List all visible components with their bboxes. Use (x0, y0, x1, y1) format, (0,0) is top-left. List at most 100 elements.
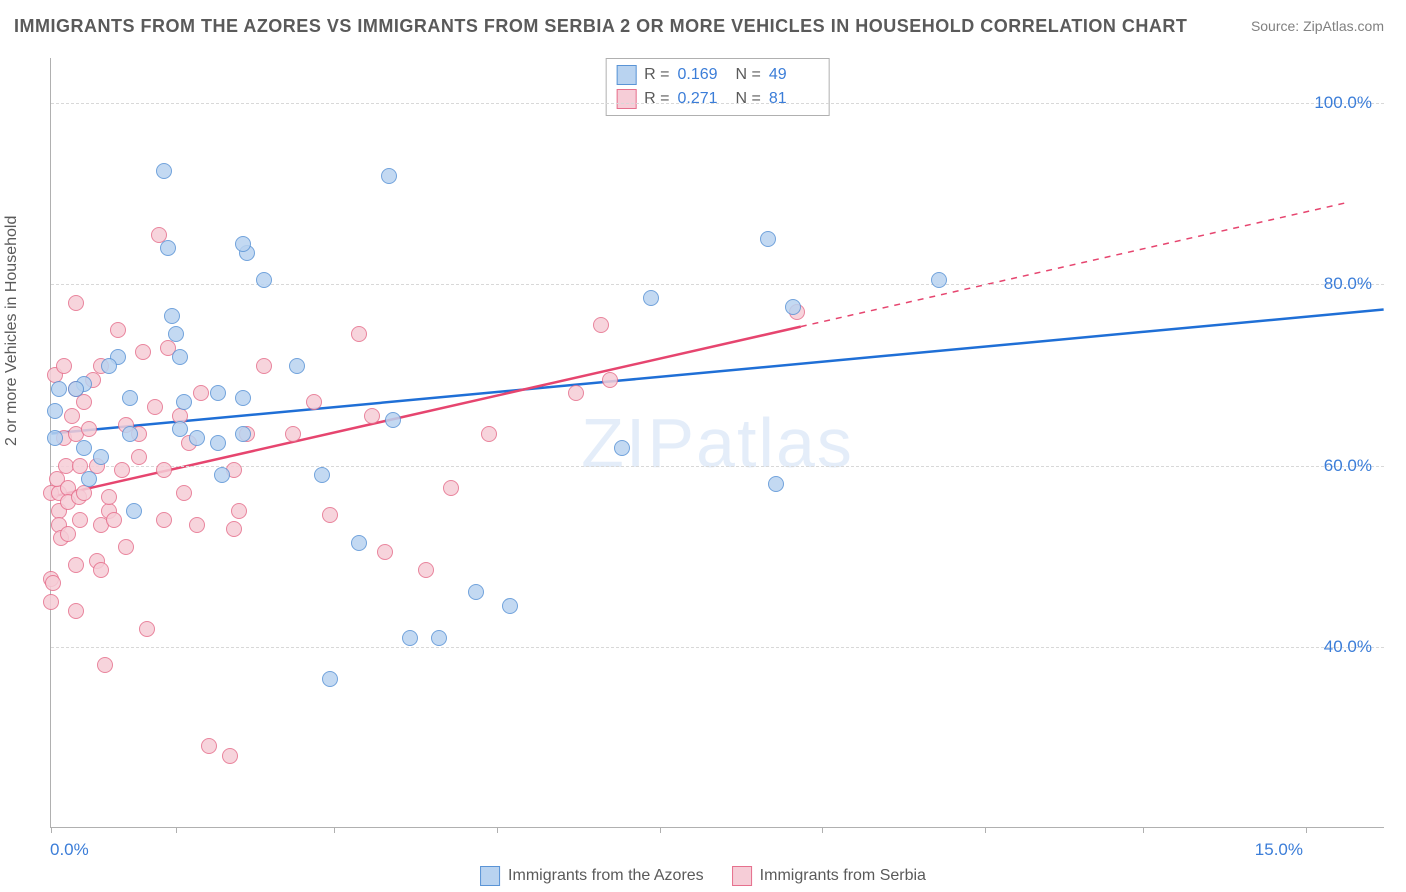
x-tick (497, 827, 498, 833)
trend-line-dashed (801, 203, 1346, 327)
scatter-point (93, 562, 109, 578)
legend-N-label: N = (736, 87, 761, 111)
scatter-point (502, 598, 518, 614)
scatter-point (285, 426, 301, 442)
scatter-point (60, 526, 76, 542)
scatter-point (64, 408, 80, 424)
gridline (51, 647, 1384, 648)
scatter-point (768, 476, 784, 492)
scatter-point (643, 290, 659, 306)
scatter-point (201, 738, 217, 754)
scatter-point (931, 272, 947, 288)
gridline (51, 103, 1384, 104)
scatter-point (110, 322, 126, 338)
scatter-point (81, 471, 97, 487)
scatter-point (351, 326, 367, 342)
scatter-point (176, 394, 192, 410)
legend-bottom-label-1: Immigrants from Serbia (760, 867, 926, 885)
legend-R-value-0: 0.169 (678, 63, 728, 87)
scatter-point (210, 435, 226, 451)
scatter-point (431, 630, 447, 646)
scatter-point (114, 462, 130, 478)
legend-N-value-1: 81 (769, 87, 819, 111)
scatter-point (235, 426, 251, 442)
scatter-point (381, 168, 397, 184)
gridline (51, 284, 1384, 285)
scatter-point (226, 521, 242, 537)
legend-top-row-1: R = 0.271 N = 81 (616, 87, 819, 111)
scatter-point (193, 385, 209, 401)
y-tick-label: 80.0% (1324, 274, 1372, 294)
scatter-point (189, 430, 205, 446)
scatter-point (443, 480, 459, 496)
legend-N-label: N = (736, 63, 761, 87)
scatter-point (45, 575, 61, 591)
scatter-point (135, 344, 151, 360)
scatter-point (306, 394, 322, 410)
scatter-point (118, 539, 134, 555)
scatter-point (322, 671, 338, 687)
legend-swatch-0 (616, 65, 636, 85)
x-tick (51, 827, 52, 833)
legend-top-row-0: R = 0.169 N = 49 (616, 63, 819, 87)
scatter-point (47, 403, 63, 419)
scatter-point (156, 512, 172, 528)
scatter-point (602, 372, 618, 388)
scatter-point (156, 163, 172, 179)
x-tick (1306, 827, 1307, 833)
scatter-point (222, 748, 238, 764)
scatter-point (43, 594, 59, 610)
x-tick (334, 827, 335, 833)
legend-bottom-swatch-0 (480, 866, 500, 886)
scatter-point (568, 385, 584, 401)
scatter-point (235, 236, 251, 252)
scatter-point (189, 517, 205, 533)
trend-line (51, 310, 1383, 434)
scatter-point (81, 421, 97, 437)
legend-R-label: R = (644, 63, 669, 87)
x-tick (660, 827, 661, 833)
scatter-point (289, 358, 305, 374)
scatter-point (210, 385, 226, 401)
scatter-point (256, 272, 272, 288)
scatter-point (168, 326, 184, 342)
x-tick (985, 827, 986, 833)
x-tick (822, 827, 823, 833)
scatter-point (214, 467, 230, 483)
scatter-point (760, 231, 776, 247)
scatter-point (314, 467, 330, 483)
gridline (51, 466, 1384, 467)
watermark-b: atlas (696, 404, 854, 482)
trend-lines-layer (51, 58, 1384, 827)
scatter-point (131, 449, 147, 465)
scatter-point (364, 408, 380, 424)
scatter-point (418, 562, 434, 578)
scatter-point (68, 381, 84, 397)
scatter-point (614, 440, 630, 456)
scatter-point (68, 603, 84, 619)
scatter-point (47, 430, 63, 446)
legend-bottom: Immigrants from the Azores Immigrants fr… (480, 866, 926, 886)
scatter-point (56, 358, 72, 374)
scatter-point (93, 449, 109, 465)
scatter-point (76, 394, 92, 410)
x-tick-label: 15.0% (1255, 840, 1303, 860)
chart-container: IMMIGRANTS FROM THE AZORES VS IMMIGRANTS… (0, 0, 1406, 892)
scatter-point (156, 462, 172, 478)
scatter-point (481, 426, 497, 442)
y-tick-label: 60.0% (1324, 456, 1372, 476)
scatter-point (593, 317, 609, 333)
scatter-point (101, 358, 117, 374)
scatter-point (101, 489, 117, 505)
y-tick-label: 100.0% (1314, 93, 1372, 113)
scatter-point (785, 299, 801, 315)
chart-title: IMMIGRANTS FROM THE AZORES VS IMMIGRANTS… (14, 16, 1187, 37)
scatter-point (468, 584, 484, 600)
legend-bottom-swatch-1 (732, 866, 752, 886)
legend-top: R = 0.169 N = 49 R = 0.271 N = 81 (605, 58, 830, 116)
scatter-point (126, 503, 142, 519)
scatter-point (351, 535, 367, 551)
watermark-a: ZIP (581, 404, 696, 482)
scatter-point (139, 621, 155, 637)
scatter-point (385, 412, 401, 428)
